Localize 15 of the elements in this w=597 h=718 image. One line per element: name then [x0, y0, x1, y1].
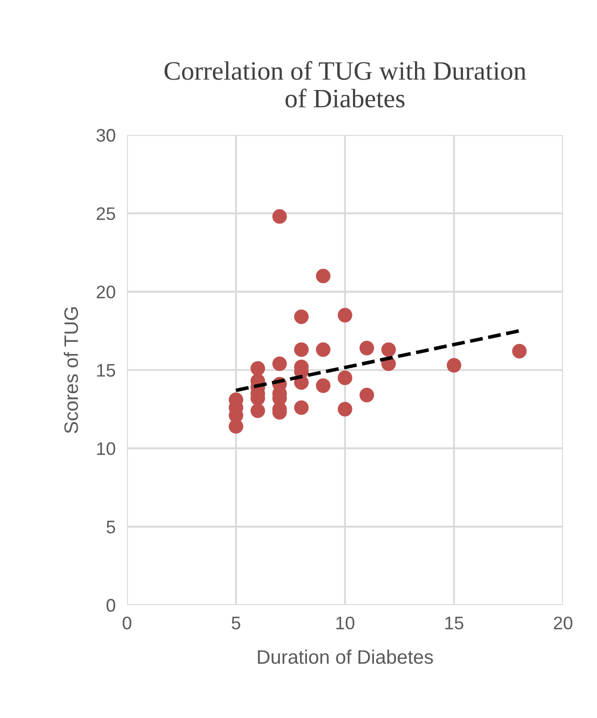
y-tick-label: 0 — [106, 598, 116, 612]
chart-title: Correlation of TUG with Duration of Diabetes — [164, 61, 526, 108]
x-tick-label: 10 — [336, 616, 354, 630]
y-tick-label: 20 — [96, 286, 116, 298]
x-tick-label: 20 — [554, 616, 572, 630]
x-tick-label: 15 — [445, 616, 464, 630]
y-tick-label: 30 — [96, 128, 116, 142]
y-tick-label: 15 — [97, 364, 116, 377]
y-tick-label: 25 — [96, 207, 116, 220]
y-axis-title: Scores of TUG — [64, 307, 78, 434]
y-tick-label: 10 — [97, 442, 116, 456]
x-axis-title: Duration of Diabetes — [258, 650, 433, 664]
x-tick-label: 5 — [232, 616, 240, 630]
x-tick-label: 0 — [122, 616, 132, 630]
y-tick-label: 5 — [106, 520, 116, 534]
